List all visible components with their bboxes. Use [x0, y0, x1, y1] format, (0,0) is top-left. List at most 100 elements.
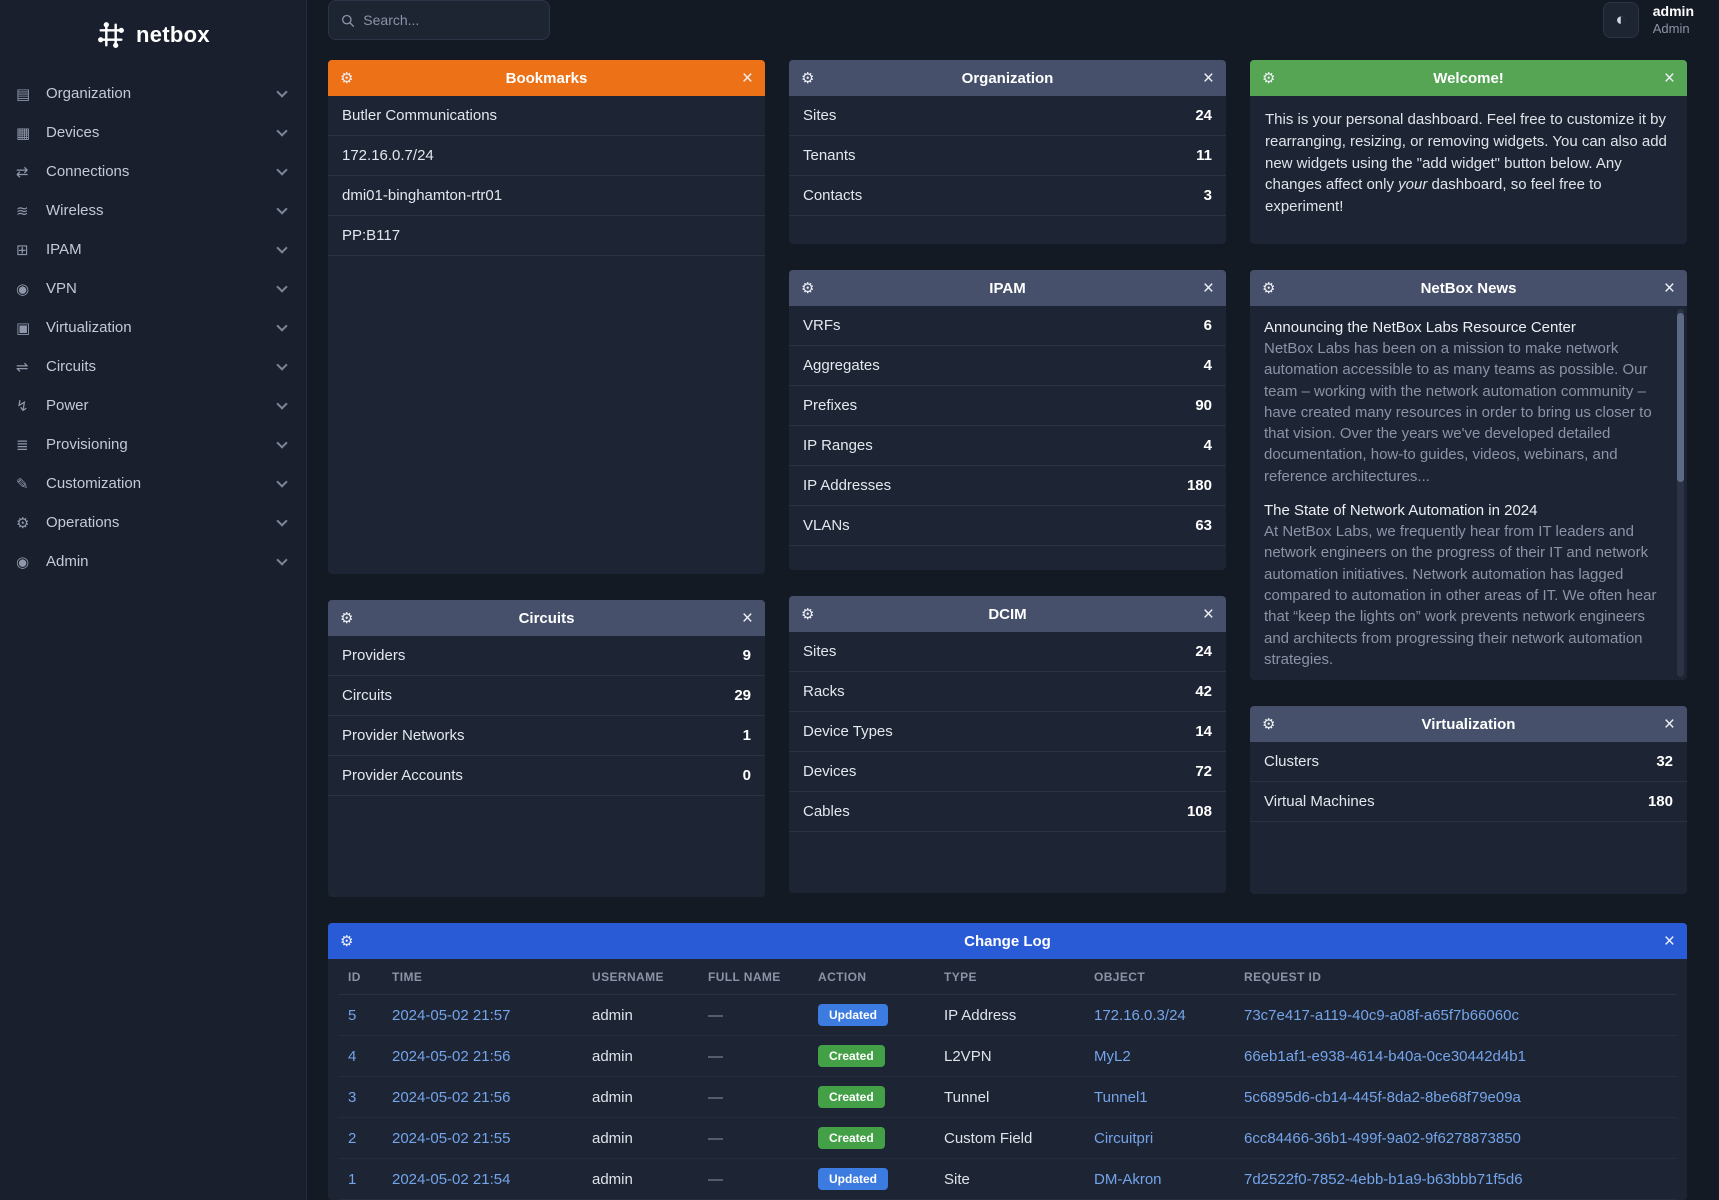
stat-value[interactable]: 180 — [1186, 477, 1212, 494]
close-icon[interactable]: × — [1663, 930, 1675, 952]
sidebar-item-customization[interactable]: ✎ Customization — [0, 464, 306, 503]
stat-label[interactable]: IP Ranges — [803, 437, 873, 454]
stat-value[interactable]: 90 — [1195, 397, 1212, 414]
circuits-widget-header[interactable]: ⚙ Circuits × — [328, 600, 765, 636]
gear-icon[interactable]: ⚙ — [801, 70, 815, 87]
sidebar-item-devices[interactable]: ▦ Devices — [0, 113, 306, 152]
stat-value[interactable]: 42 — [1195, 683, 1212, 700]
stat-label[interactable]: Tenants — [803, 147, 856, 164]
stat-label[interactable]: VRFs — [803, 317, 841, 334]
changelog-request-link[interactable]: 7d2522f0-7852-4ebb-b1a9-b63bbb71f5d6 — [1244, 1170, 1523, 1188]
stat-value[interactable]: 4 — [1203, 357, 1212, 374]
sidebar-item-provisioning[interactable]: ≣ Provisioning — [0, 425, 306, 464]
virtualization-widget-header[interactable]: ⚙ Virtualization × — [1250, 706, 1687, 742]
stat-label[interactable]: Providers — [342, 647, 406, 664]
close-icon[interactable]: × — [1202, 603, 1214, 625]
news-scrollbar[interactable] — [1677, 309, 1684, 677]
stat-label[interactable]: Aggregates — [803, 357, 880, 374]
changelog-object-link[interactable]: DM-Akron — [1094, 1170, 1162, 1188]
stat-value[interactable]: 6 — [1203, 317, 1212, 334]
changelog-id-link[interactable]: 2 — [348, 1129, 357, 1147]
bookmark-item[interactable]: PP:B117 — [328, 216, 765, 256]
search-box[interactable] — [328, 0, 550, 40]
netbox-logo[interactable]: netbox — [0, 12, 306, 58]
gear-icon[interactable]: ⚙ — [340, 933, 354, 950]
stat-label[interactable]: Prefixes — [803, 397, 858, 414]
gear-icon[interactable]: ⚙ — [340, 610, 354, 627]
stat-value[interactable]: 9 — [742, 647, 751, 664]
sidebar-item-circuits[interactable]: ⇌ Circuits — [0, 347, 306, 386]
dcim-widget-header[interactable]: ⚙ DCIM × — [789, 596, 1226, 632]
changelog-object-link[interactable]: 172.16.0.3/24 — [1094, 1006, 1186, 1024]
news-scrollbar-thumb[interactable] — [1677, 313, 1684, 483]
stat-value[interactable]: 108 — [1186, 803, 1212, 820]
sidebar-item-ipam[interactable]: ⊞ IPAM — [0, 230, 306, 269]
bookmarks-widget-header[interactable]: ⚙ Bookmarks × — [328, 60, 765, 96]
stat-label[interactable]: Device Types — [803, 723, 893, 740]
changelog-id-link[interactable]: 4 — [348, 1047, 357, 1065]
stat-value[interactable]: 32 — [1656, 753, 1673, 770]
changelog-time-link[interactable]: 2024-05-02 21:56 — [392, 1047, 511, 1065]
close-icon[interactable]: × — [1663, 277, 1675, 299]
close-icon[interactable]: × — [1663, 67, 1675, 89]
bookmark-item[interactable]: dmi01-binghamton-rtr01 — [328, 176, 765, 216]
stat-label[interactable]: Circuits — [342, 687, 393, 704]
sidebar-item-virtualization[interactable]: ▣ Virtualization — [0, 308, 306, 347]
organization-widget-header[interactable]: ⚙ Organization × — [789, 60, 1226, 96]
stat-value[interactable]: 24 — [1195, 107, 1212, 124]
changelog-request-link[interactable]: 66eb1af1-e938-4614-b40a-0ce30442d4b1 — [1244, 1047, 1526, 1065]
stat-value[interactable]: 29 — [734, 687, 751, 704]
bookmark-item[interactable]: 172.16.0.7/24 — [328, 136, 765, 176]
changelog-object-link[interactable]: Circuitpri — [1094, 1129, 1154, 1147]
news-widget-header[interactable]: ⚙ NetBox News × — [1250, 270, 1687, 306]
close-icon[interactable]: × — [741, 607, 753, 629]
changelog-time-link[interactable]: 2024-05-02 21:57 — [392, 1006, 511, 1024]
stat-value[interactable]: 4 — [1203, 437, 1212, 454]
stat-label[interactable]: Racks — [803, 683, 845, 700]
close-icon[interactable]: × — [1202, 67, 1214, 89]
search-input[interactable] — [363, 12, 537, 28]
changelog-request-link[interactable]: 5c6895d6-cb14-445f-8da2-8be68f79e09a — [1244, 1088, 1521, 1106]
changelog-widget-header[interactable]: ⚙ Change Log × — [328, 923, 1687, 959]
stat-value[interactable]: 11 — [1196, 147, 1212, 164]
stat-label[interactable]: Provider Networks — [342, 727, 465, 744]
close-icon[interactable]: × — [1663, 713, 1675, 735]
stat-label[interactable]: Devices — [803, 763, 857, 780]
stat-value[interactable]: 3 — [1203, 187, 1212, 204]
changelog-id-link[interactable]: 5 — [348, 1006, 357, 1024]
changelog-time-link[interactable]: 2024-05-02 21:55 — [392, 1129, 511, 1147]
changelog-id-link[interactable]: 1 — [348, 1170, 357, 1188]
stat-value[interactable]: 72 — [1195, 763, 1212, 780]
sidebar-item-vpn[interactable]: ◉ VPN — [0, 269, 306, 308]
gear-icon[interactable]: ⚙ — [1262, 70, 1276, 87]
gear-icon[interactable]: ⚙ — [801, 606, 815, 623]
stat-value[interactable]: 180 — [1647, 793, 1673, 810]
changelog-object-link[interactable]: MyL2 — [1094, 1047, 1131, 1065]
stat-value[interactable]: 24 — [1195, 643, 1212, 660]
gear-icon[interactable]: ⚙ — [801, 280, 815, 297]
changelog-time-link[interactable]: 2024-05-02 21:54 — [392, 1170, 511, 1188]
stat-label[interactable]: Sites — [803, 107, 837, 124]
user-menu[interactable]: admin Admin — [1653, 3, 1694, 37]
welcome-widget-header[interactable]: ⚙ Welcome! × — [1250, 60, 1687, 96]
changelog-object-link[interactable]: Tunnel1 — [1094, 1088, 1148, 1106]
news-article-title[interactable]: Announcing the NetBox Labs Resource Cent… — [1264, 319, 1576, 336]
stat-value[interactable]: 0 — [742, 767, 751, 784]
gear-icon[interactable]: ⚙ — [340, 70, 354, 87]
changelog-request-link[interactable]: 73c7e417-a119-40c9-a08f-a65f7b66060c — [1244, 1006, 1519, 1024]
changelog-request-link[interactable]: 6cc84466-36b1-499f-9a02-9f6278873850 — [1244, 1129, 1521, 1147]
stat-label[interactable]: Cables — [803, 803, 850, 820]
changelog-id-link[interactable]: 3 — [348, 1088, 357, 1106]
stat-label[interactable]: IP Addresses — [803, 477, 892, 494]
news-article-title[interactable]: The State of Network Automation in 2024 — [1264, 502, 1538, 520]
sidebar-item-wireless[interactable]: ≋ Wireless — [0, 191, 306, 230]
sidebar-item-operations[interactable]: ⚙ Operations — [0, 503, 306, 542]
stat-label[interactable]: Contacts — [803, 187, 863, 204]
stat-label[interactable]: VLANs — [803, 517, 850, 534]
theme-toggle-button[interactable]: ◐ — [1602, 2, 1639, 38]
ipam-widget-header[interactable]: ⚙ IPAM × — [789, 270, 1226, 306]
sidebar-item-connections[interactable]: ⇄ Connections — [0, 152, 306, 191]
stat-value[interactable]: 1 — [742, 727, 751, 744]
stat-label[interactable]: Sites — [803, 643, 837, 660]
bookmark-item[interactable]: Butler Communications — [328, 96, 765, 136]
